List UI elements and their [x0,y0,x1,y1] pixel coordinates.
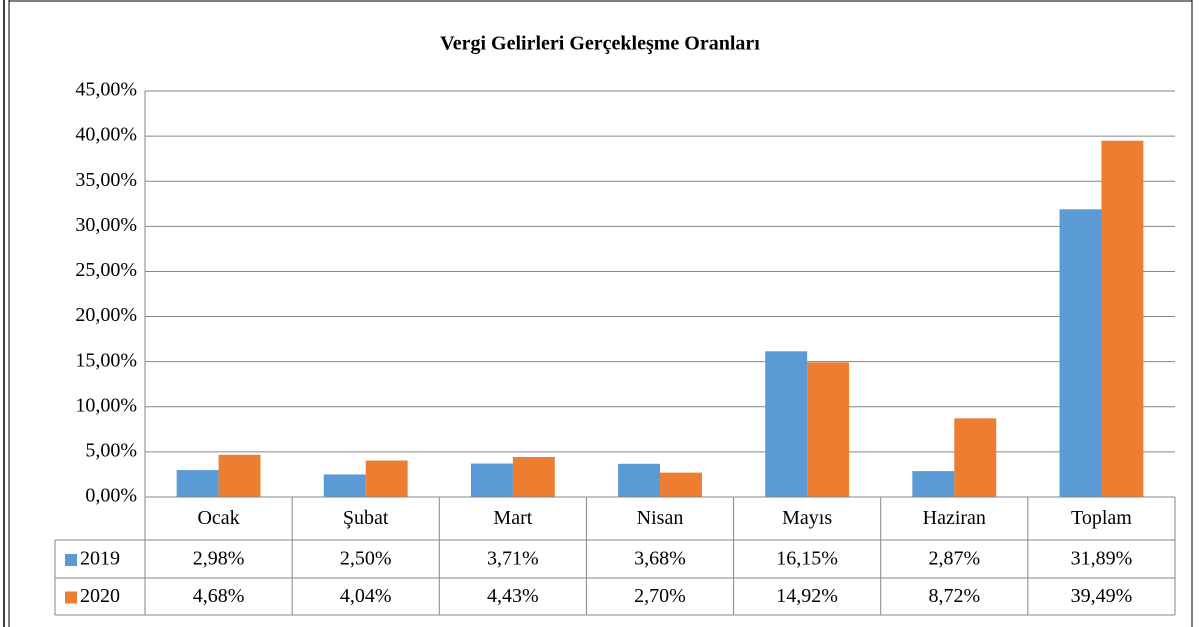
category-label: Nisan [637,507,684,529]
legend-swatch [65,591,77,604]
bar [365,460,408,497]
bar [954,418,997,497]
category-label: Haziran [923,507,986,529]
y-tick-label: 10,00% [75,394,137,416]
chart-title: Vergi Gelirleri Gerçekleşme Oranları [440,33,760,55]
bar [1059,209,1102,498]
y-tick-label: 20,00% [75,304,137,326]
y-tick-label: 30,00% [75,214,137,236]
table-value: 8,72% [928,585,980,607]
bar [660,472,702,497]
category-label: Ocak [197,507,239,529]
bar [218,454,261,497]
legend-label: 2020 [80,585,120,607]
bar [912,471,955,497]
table-value: 2,50% [340,548,392,570]
table-value: 39,49% [1071,585,1133,607]
table-value: 16,15% [776,548,838,570]
bar [470,463,513,497]
bar [323,474,366,497]
bar [807,362,850,497]
table-value: 2,98% [193,548,245,570]
bar [512,457,555,497]
y-tick-label: 40,00% [75,124,137,146]
category-label: Şubat [343,507,389,529]
table-value: 4,43% [487,585,539,607]
table-value: 3,71% [487,548,539,570]
y-tick-label: 0,00% [85,485,137,507]
category-label: Toplam [1071,507,1132,529]
y-tick-label: 5,00% [85,439,137,461]
category-label: Mart [493,507,532,529]
legend-label: 2019 [80,548,120,570]
y-tick-label: 25,00% [75,259,137,281]
table-value: 3,68% [634,548,686,570]
table-value: 4,04% [340,585,392,607]
y-tick-label: 15,00% [75,349,137,371]
table-value: 2,70% [634,585,686,607]
table-value: 31,89% [1071,548,1133,570]
legend-swatch [65,554,77,566]
bar [765,351,808,497]
table-value: 2,87% [928,548,980,570]
category-label: Mayıs [782,507,832,529]
table-value: 14,92% [776,585,838,607]
y-tick-label: 45,00% [75,79,137,101]
bar [176,470,219,497]
bar [1101,140,1144,497]
table-value: 4,68% [193,585,245,607]
bar [618,463,660,497]
y-tick-label: 35,00% [75,169,137,191]
